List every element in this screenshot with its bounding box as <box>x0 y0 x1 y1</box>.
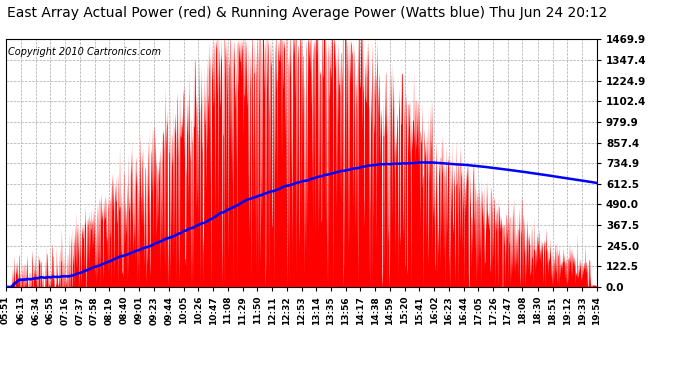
Text: Copyright 2010 Cartronics.com: Copyright 2010 Cartronics.com <box>8 47 161 57</box>
Text: East Array Actual Power (red) & Running Average Power (Watts blue) Thu Jun 24 20: East Array Actual Power (red) & Running … <box>7 6 607 20</box>
